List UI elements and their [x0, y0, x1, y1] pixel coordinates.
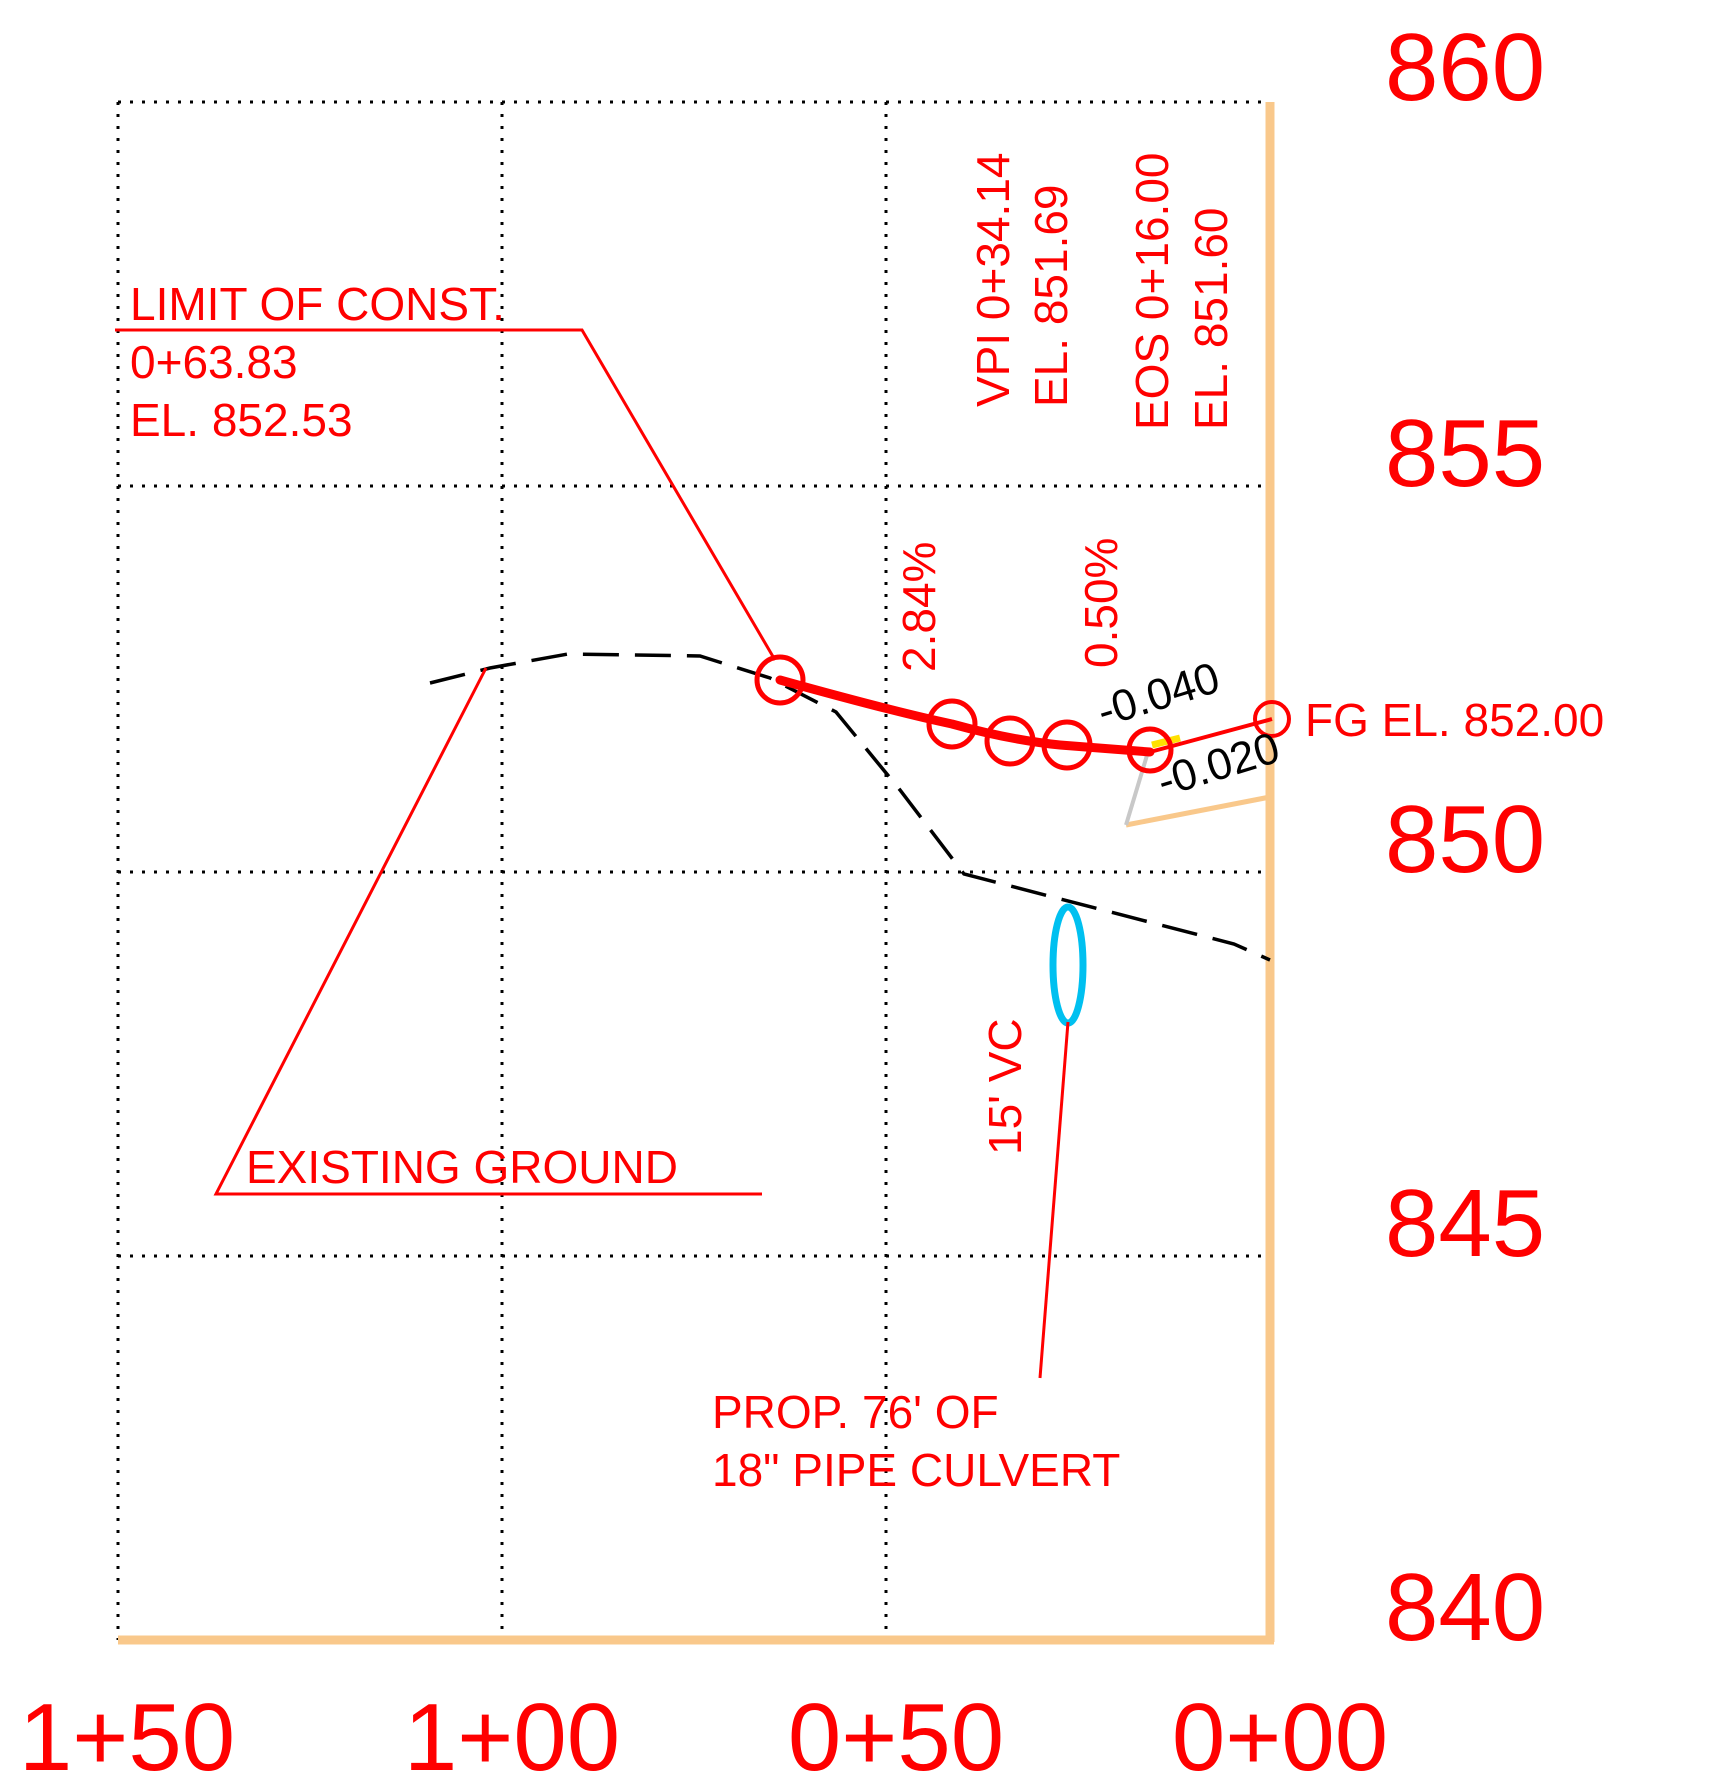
station-label-100: 1+00	[404, 1684, 620, 1782]
grade-label-1: 2.84%	[893, 542, 945, 672]
yellow-mark	[1151, 734, 1181, 749]
limit-of-const-line3: EL. 852.53	[130, 394, 353, 446]
eos-line2: EL. 851.60	[1185, 207, 1237, 430]
leader-lines	[115, 328, 1070, 1379]
slope-label-2: -0.020	[1152, 723, 1286, 806]
circle-marker-icon	[1041, 719, 1093, 771]
limit-of-const-line1: LIMIT OF CONST.	[130, 278, 505, 330]
frame	[118, 102, 1275, 1645]
elevation-label-840: 840	[1385, 1554, 1545, 1661]
existing-ground-line	[429, 652, 1271, 962]
elevation-label-845: 845	[1385, 1170, 1545, 1277]
station-label-000: 0+00	[1172, 1684, 1388, 1782]
limit-of-const-line2: 0+63.83	[130, 336, 298, 388]
vpi-line2: EL. 851.69	[1025, 184, 1077, 407]
vpi-note: VPI 0+34.14 EL. 851.69	[967, 153, 1077, 407]
limit-of-const-note: LIMIT OF CONST. 0+63.83 EL. 852.53	[130, 278, 505, 446]
fg-elevation-label: FG EL. 852.00	[1305, 694, 1604, 746]
limit-of-const-leader	[115, 328, 777, 661]
culvert-line1: PROP. 76' OF	[712, 1386, 999, 1438]
pvi-markers	[754, 654, 1291, 774]
elevation-label-855: 855	[1385, 400, 1545, 507]
circle-marker-icon	[984, 715, 1036, 767]
culvert-leader	[1038, 1021, 1070, 1379]
elevation-label-850: 850	[1385, 786, 1545, 893]
culvert-line2: 18" PIPE CULVERT	[712, 1444, 1120, 1496]
circle-marker-icon	[1126, 726, 1174, 774]
elevation-axis: 860 855 850 845 840	[1385, 14, 1545, 1661]
existing-ground-leader	[213, 667, 762, 1196]
vpi-line1: VPI 0+34.14	[967, 153, 1019, 407]
side-slope-gray-line	[1124, 751, 1150, 826]
side-slope-line	[1125, 794, 1271, 828]
grade-label-2: 0.50%	[1075, 538, 1127, 668]
circle-marker-icon	[754, 654, 806, 706]
existing-ground-label: EXISTING GROUND	[246, 1141, 678, 1193]
circle-marker-icon	[926, 698, 978, 750]
vertical-curve-label: 15' VC	[979, 1018, 1031, 1155]
elevation-label-860: 860	[1385, 14, 1545, 121]
station-label-150: 1+50	[19, 1684, 235, 1782]
eos-note: EOS 0+16.00 EL. 851.60	[1126, 153, 1237, 430]
grid	[116, 100, 1265, 1640]
ellipse-culvert-icon	[1049, 903, 1087, 1027]
station-axis: 1+50 1+00 0+50 0+00	[19, 1684, 1388, 1782]
circle-marker-icon	[1253, 700, 1291, 738]
culvert-note: PROP. 76' OF 18" PIPE CULVERT	[712, 1386, 1120, 1496]
station-label-050: 0+50	[788, 1684, 1004, 1782]
eos-line1: EOS 0+16.00	[1126, 153, 1178, 430]
